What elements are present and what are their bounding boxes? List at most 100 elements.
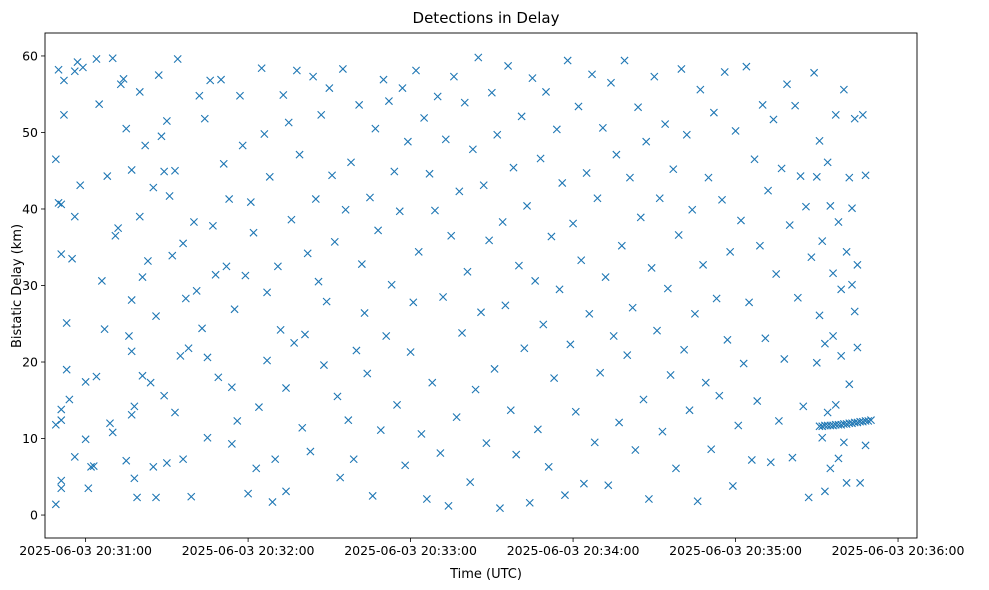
data-point bbox=[718, 195, 727, 204]
data-point bbox=[295, 150, 304, 159]
data-point bbox=[501, 301, 510, 310]
data-point bbox=[57, 416, 66, 425]
data-point bbox=[119, 74, 128, 83]
data-point bbox=[812, 358, 821, 367]
data-point bbox=[379, 75, 388, 84]
data-point bbox=[704, 173, 713, 182]
data-point bbox=[820, 339, 829, 348]
data-point bbox=[550, 374, 559, 383]
data-point bbox=[477, 308, 485, 317]
y-tick-label: 0 bbox=[30, 508, 38, 523]
data-point bbox=[284, 118, 293, 127]
data-point bbox=[801, 202, 810, 211]
data-point bbox=[51, 420, 60, 429]
data-point bbox=[634, 103, 643, 112]
data-point bbox=[298, 423, 307, 432]
data-point bbox=[87, 462, 96, 471]
data-point bbox=[696, 85, 705, 94]
data-point bbox=[271, 455, 280, 464]
data-point bbox=[420, 113, 429, 122]
data-point bbox=[314, 277, 323, 286]
data-point bbox=[490, 364, 499, 373]
data-point bbox=[152, 312, 161, 321]
data-point bbox=[636, 213, 645, 222]
data-point bbox=[338, 64, 347, 73]
data-point bbox=[51, 500, 60, 509]
plot-frame bbox=[44, 32, 918, 539]
data-point bbox=[552, 125, 561, 134]
data-point bbox=[300, 330, 309, 339]
data-point bbox=[539, 320, 548, 329]
data-point bbox=[544, 462, 553, 471]
data-point bbox=[436, 449, 445, 458]
data-point bbox=[81, 435, 90, 444]
data-point bbox=[70, 212, 79, 221]
data-point bbox=[444, 501, 453, 510]
data-point bbox=[330, 237, 339, 246]
y-tick-label: 30 bbox=[22, 278, 38, 293]
data-point bbox=[368, 491, 377, 500]
data-point bbox=[319, 361, 328, 370]
data-point bbox=[390, 167, 399, 176]
data-point bbox=[601, 273, 610, 282]
data-point bbox=[225, 195, 234, 204]
data-point bbox=[124, 332, 133, 340]
data-point bbox=[249, 228, 258, 237]
data-point bbox=[92, 372, 101, 381]
data-point bbox=[306, 447, 315, 456]
data-point bbox=[160, 167, 169, 176]
data-point bbox=[839, 438, 848, 447]
data-point bbox=[62, 319, 71, 327]
data-point bbox=[485, 236, 494, 245]
x-tick-label: 2025-06-03 20:32:00 bbox=[182, 543, 315, 558]
data-point bbox=[858, 110, 867, 119]
data-point bbox=[127, 165, 136, 174]
data-point bbox=[823, 408, 832, 417]
data-point bbox=[818, 433, 827, 442]
data-point bbox=[198, 324, 207, 333]
data-point bbox=[571, 407, 580, 416]
data-point bbox=[206, 76, 215, 85]
data-point bbox=[579, 479, 588, 488]
data-point bbox=[736, 216, 745, 225]
data-point bbox=[371, 124, 380, 133]
data-point bbox=[54, 198, 63, 207]
data-point bbox=[173, 55, 182, 64]
data-point bbox=[563, 56, 572, 65]
data-point bbox=[674, 231, 683, 239]
data-point bbox=[200, 114, 209, 123]
data-point bbox=[97, 276, 106, 285]
data-point bbox=[826, 201, 835, 210]
data-point bbox=[406, 348, 415, 357]
data-point bbox=[723, 335, 732, 344]
data-point bbox=[108, 54, 117, 63]
chart-title: Detections in Delay bbox=[413, 9, 560, 27]
data-point bbox=[395, 207, 404, 216]
data-point bbox=[455, 187, 464, 196]
data-point bbox=[831, 400, 840, 409]
data-point bbox=[617, 241, 626, 250]
data-point bbox=[479, 181, 488, 190]
data-point bbox=[525, 498, 534, 507]
data-point bbox=[59, 76, 68, 85]
data-point bbox=[152, 493, 161, 502]
y-tick-label: 50 bbox=[22, 125, 38, 140]
data-point bbox=[447, 231, 456, 240]
data-point bbox=[734, 421, 743, 430]
data-point bbox=[739, 359, 748, 368]
data-point bbox=[357, 260, 366, 269]
data-point bbox=[57, 484, 66, 493]
data-point bbox=[783, 80, 792, 89]
data-point bbox=[344, 416, 353, 425]
data-point bbox=[341, 205, 350, 214]
data-point bbox=[498, 218, 507, 226]
data-point bbox=[593, 194, 602, 203]
data-point bbox=[628, 303, 637, 312]
data-point bbox=[260, 130, 269, 138]
data-point bbox=[839, 85, 848, 94]
data-point bbox=[577, 256, 586, 265]
data-point bbox=[114, 224, 123, 233]
x-tick-label: 2025-06-03 20:36:00 bbox=[832, 543, 965, 558]
data-point bbox=[70, 67, 79, 76]
data-point bbox=[51, 155, 60, 164]
